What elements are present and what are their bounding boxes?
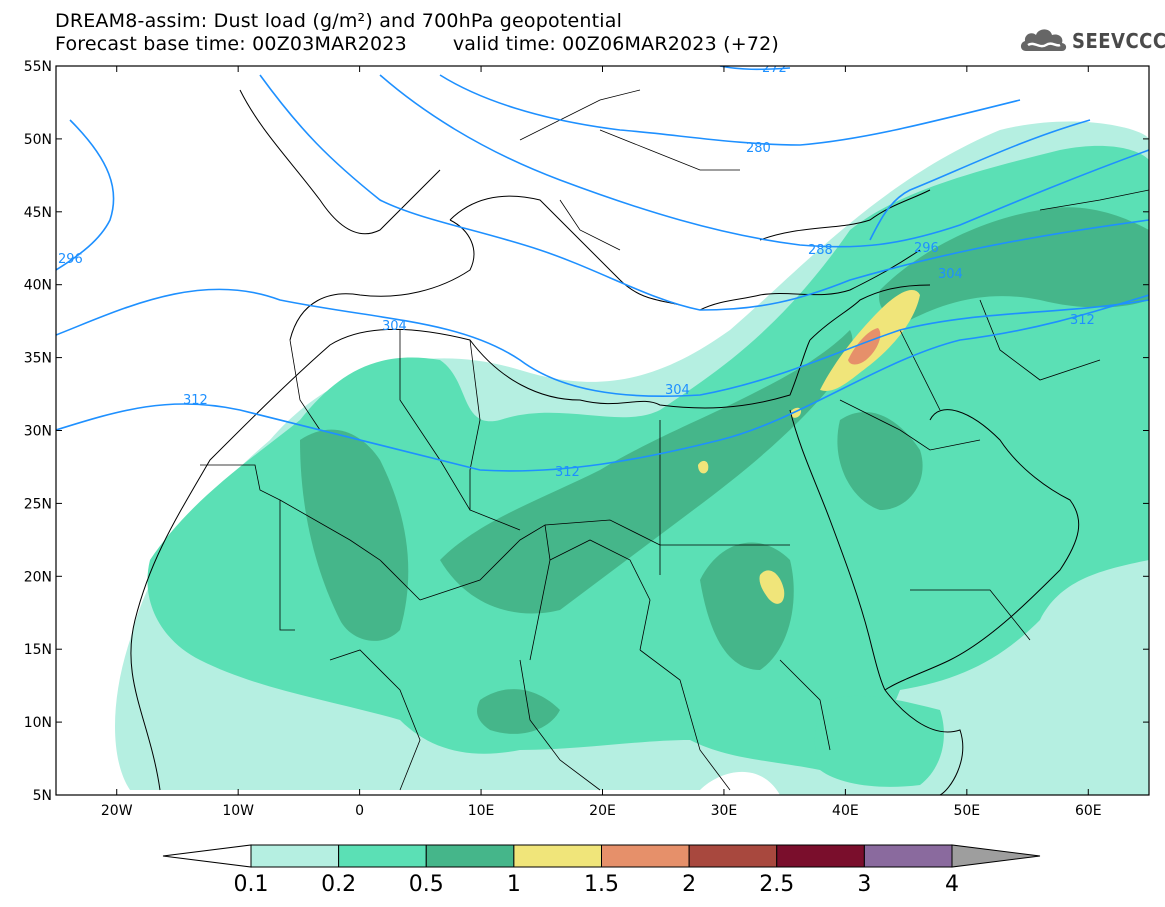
colorbar-label: 1 xyxy=(506,872,521,897)
lon-tick-label: 20W xyxy=(101,803,133,819)
lat-tick-label: 25N xyxy=(24,496,52,512)
contour-label: 288 xyxy=(808,243,833,258)
contour-label: 312 xyxy=(183,393,208,408)
base-time-label: Forecast base time: 00Z03MAR2023 xyxy=(55,33,407,55)
dust-map: 272 280 288 296 296 304 304 304 312 312 … xyxy=(56,61,1149,795)
valid-time-label: valid time: 00Z06MAR2023 (+72) xyxy=(452,33,780,55)
colorbar-label: 2 xyxy=(682,872,697,897)
contour-label: 280 xyxy=(746,141,771,156)
logo-text: SEEVCCC xyxy=(1072,29,1165,53)
colorbar-segment xyxy=(688,844,778,868)
colorbar-segment xyxy=(338,844,427,868)
lat-tick-label: 35N xyxy=(24,351,52,367)
contour-label: 296 xyxy=(914,241,939,256)
lon-tick-label: 0 xyxy=(355,803,364,819)
lon-tick-label: 10W xyxy=(222,803,254,819)
lon-tick-label: 50E xyxy=(953,803,980,819)
lat-tick-label: 20N xyxy=(24,569,52,585)
colorbar-segment xyxy=(951,844,1041,868)
colorbar-label: 0.5 xyxy=(408,872,444,897)
contour-label: 304 xyxy=(382,319,407,334)
colorbar-segment xyxy=(513,844,602,868)
map-title: DREAM8-assim: Dust load (g/m²) and 700hP… xyxy=(55,10,623,32)
colorbar-segment xyxy=(250,844,340,868)
lon-tick-label: 20E xyxy=(589,803,616,819)
lat-tick-label: 40N xyxy=(24,278,52,294)
colorbar-segment xyxy=(601,844,690,868)
colorbar-label: 0.1 xyxy=(233,872,269,897)
lat-tick-label: 55N xyxy=(24,59,52,75)
lat-tick-label: 30N xyxy=(24,424,52,440)
colorbar-segment xyxy=(425,844,515,868)
lon-tick-label: 40E xyxy=(832,803,859,819)
colorbar xyxy=(162,844,1041,868)
colorbar-label: 3 xyxy=(857,872,872,897)
coastlines xyxy=(130,89,1080,795)
lat-tick-label: 5N xyxy=(33,788,52,804)
lat-axis: 55N 50N 45N 40N 35N 30N 25N 20N 15N 10N 5N xyxy=(24,59,1149,804)
lat-tick-label: 15N xyxy=(24,642,52,658)
contour-label: 304 xyxy=(938,267,963,282)
contour-label: 296 xyxy=(58,252,83,267)
contour-label: 272 xyxy=(762,61,787,76)
dust-shading-dark xyxy=(300,207,1149,734)
colorbar-segment xyxy=(162,844,252,868)
contour-label: 312 xyxy=(1070,313,1095,328)
cloud-icon xyxy=(1020,29,1067,51)
lat-tick-label: 50N xyxy=(24,132,52,148)
colorbar-label: 2.5 xyxy=(759,872,795,897)
country-borders xyxy=(200,89,1149,791)
colorbar-segment xyxy=(776,844,865,868)
colorbar-label: 1.5 xyxy=(584,872,619,897)
lat-tick-label: 45N xyxy=(24,205,52,221)
lon-tick-label: 60E xyxy=(1075,803,1102,819)
colorbar-label: 4 xyxy=(945,872,959,897)
colorbar-label: 0.2 xyxy=(321,872,357,897)
lon-axis: 20W 10W 0 10E 20E 30E 40E 50E 60E xyxy=(101,66,1102,819)
lon-tick-label: 30E xyxy=(711,803,738,819)
geopotential-contours xyxy=(56,66,1149,472)
dust-shading-orange xyxy=(848,328,881,365)
lon-tick-label: 10E xyxy=(468,803,495,819)
lat-tick-label: 10N xyxy=(24,715,52,731)
colorbar-segment xyxy=(863,844,953,868)
contour-label: 304 xyxy=(665,383,690,398)
map-subtitle: Forecast base time: 00Z03MAR2023 valid ti… xyxy=(55,33,779,55)
contour-label: 312 xyxy=(555,465,580,480)
contour-labels: 272 280 288 296 296 304 304 304 312 312 … xyxy=(58,61,1095,480)
